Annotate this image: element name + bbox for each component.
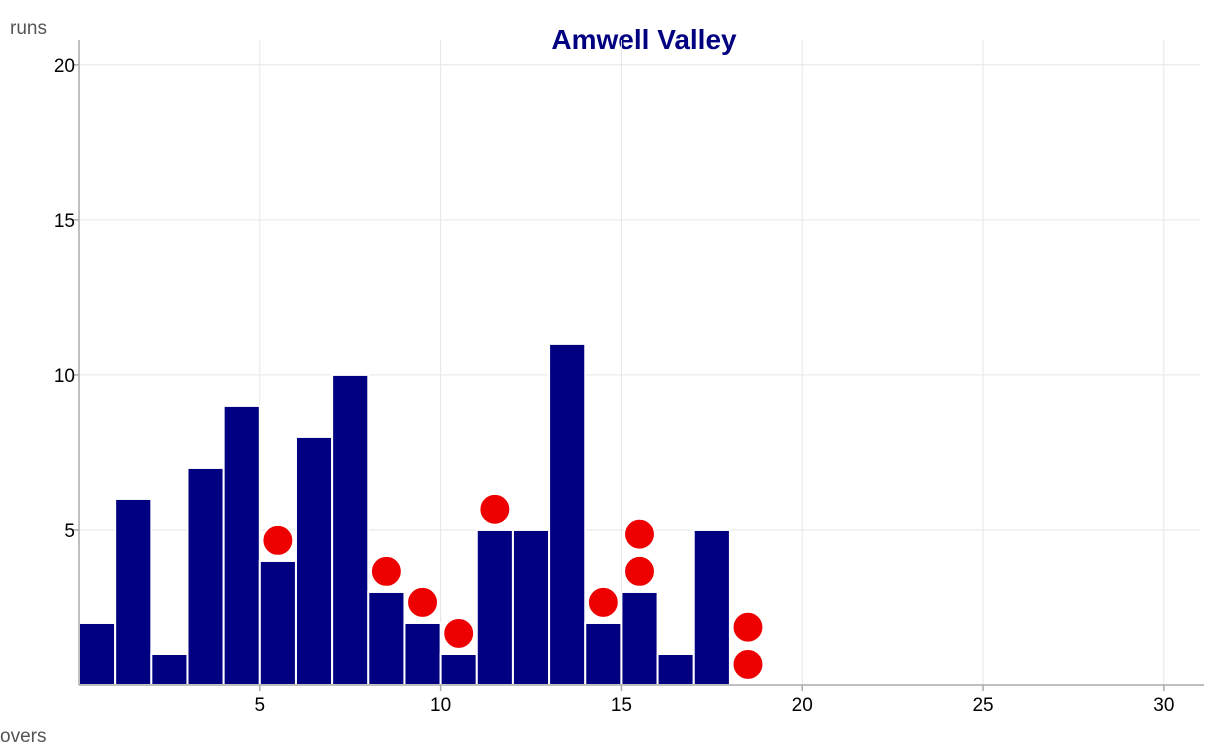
y-tick-label: 15 <box>54 211 75 232</box>
bar <box>186 466 225 686</box>
axes <box>73 40 1204 691</box>
wickets <box>261 493 764 681</box>
bar <box>584 621 623 687</box>
x-tick-label: 20 <box>792 695 813 716</box>
bar <box>439 652 478 686</box>
bar <box>367 590 406 686</box>
wicket-marker <box>442 617 475 650</box>
bar <box>475 528 514 686</box>
bar <box>692 528 731 686</box>
bar <box>78 621 117 687</box>
bar <box>294 435 334 686</box>
wicket-marker <box>623 518 656 551</box>
wicket-marker <box>732 648 764 681</box>
wicket-marker <box>623 555 656 588</box>
x-tick-label: 10 <box>430 695 451 716</box>
y-axis-label: runs <box>10 18 47 39</box>
x-tick-label: 30 <box>1153 695 1174 716</box>
wicket-marker <box>478 493 511 526</box>
y-tick-label: 20 <box>54 56 75 77</box>
wicket-marker <box>370 555 403 588</box>
bar <box>222 404 261 686</box>
wicket-marker <box>587 586 620 619</box>
x-axis-label: overs <box>0 726 47 747</box>
bar <box>403 621 442 687</box>
x-tick-label: 5 <box>255 695 266 716</box>
chart-title: Amwell Valley <box>551 24 737 55</box>
wicket-marker <box>406 586 439 619</box>
wicket-marker <box>732 611 764 644</box>
x-tick-label: 15 <box>611 695 632 716</box>
y-tick-label: 5 <box>64 521 75 542</box>
y-tick-label: 10 <box>54 366 75 387</box>
tick-labels: 5 10 15 20 25 30 5 10 15 20 <box>54 56 1175 716</box>
x-tick-label: 25 <box>972 695 993 716</box>
bar <box>511 528 551 686</box>
bar <box>620 590 659 686</box>
bar <box>258 559 297 687</box>
bar <box>331 373 370 686</box>
bars <box>78 342 731 687</box>
bar <box>150 652 189 686</box>
bar <box>656 652 695 686</box>
wicket-marker <box>261 524 294 557</box>
bar <box>114 497 153 687</box>
bar <box>548 342 587 686</box>
